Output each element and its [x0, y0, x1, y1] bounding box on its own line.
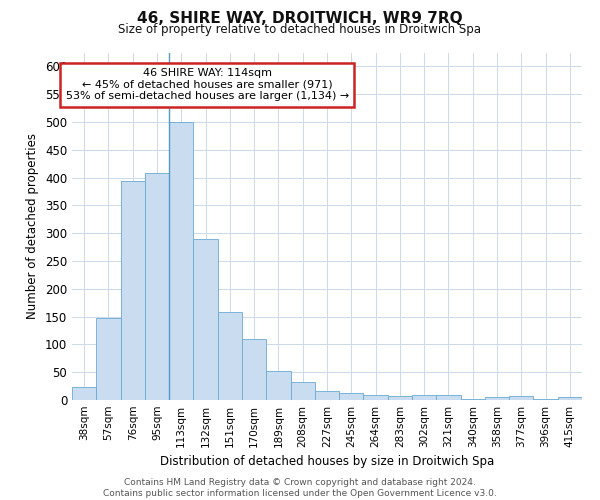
Bar	[339, 394, 364, 400]
Text: 46 SHIRE WAY: 114sqm
← 45% of detached houses are smaller (971)
53% of semi-deta: 46 SHIRE WAY: 114sqm ← 45% of detached h…	[65, 68, 349, 102]
Bar	[364, 395, 388, 400]
Bar	[72, 387, 96, 400]
Bar	[558, 396, 582, 400]
Bar	[193, 239, 218, 400]
X-axis label: Distribution of detached houses by size in Droitwich Spa: Distribution of detached houses by size …	[160, 456, 494, 468]
Bar	[290, 382, 315, 400]
Bar	[266, 370, 290, 400]
Bar	[145, 173, 169, 400]
Bar	[218, 312, 242, 400]
Bar	[388, 396, 412, 400]
Bar	[461, 399, 485, 400]
Y-axis label: Number of detached properties: Number of detached properties	[26, 133, 40, 320]
Bar	[533, 399, 558, 400]
Bar	[315, 390, 339, 400]
Bar	[509, 396, 533, 400]
Bar	[242, 339, 266, 400]
Text: 46, SHIRE WAY, DROITWICH, WR9 7RQ: 46, SHIRE WAY, DROITWICH, WR9 7RQ	[137, 11, 463, 26]
Bar	[96, 318, 121, 400]
Bar	[412, 395, 436, 400]
Bar	[485, 396, 509, 400]
Bar	[169, 122, 193, 400]
Bar	[121, 182, 145, 400]
Text: Size of property relative to detached houses in Droitwich Spa: Size of property relative to detached ho…	[119, 22, 482, 36]
Text: Contains HM Land Registry data © Crown copyright and database right 2024.
Contai: Contains HM Land Registry data © Crown c…	[103, 478, 497, 498]
Bar	[436, 395, 461, 400]
